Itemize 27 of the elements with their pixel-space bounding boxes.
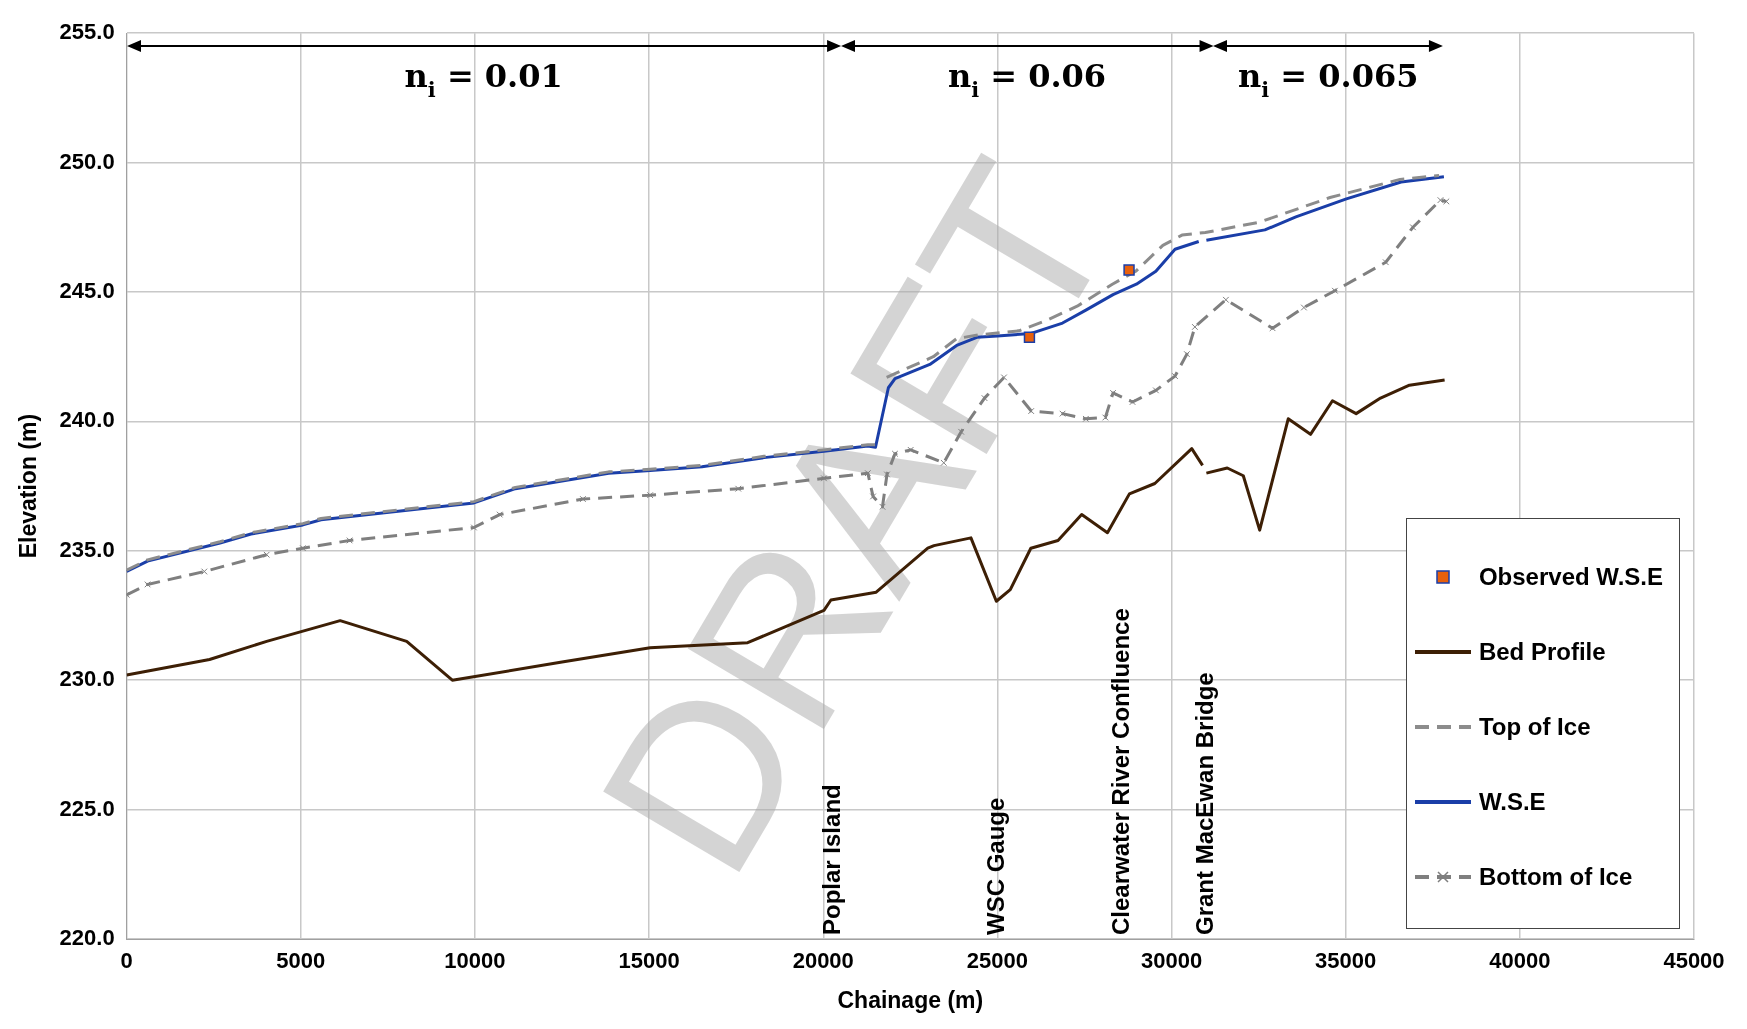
legend-label: Top of Ice (1478, 712, 1591, 741)
x-tick-label: 35000 (1315, 948, 1377, 974)
x-tick-label: 45000 (1663, 948, 1725, 974)
annotation: Grant MacEwan Bridge (1191, 672, 1219, 935)
legend-label: Bottom of Ice (1478, 862, 1633, 891)
x-tick-label: 10000 (444, 948, 506, 974)
y-tick-label: 235.0 (59, 536, 115, 562)
legend-label: Bed Profile (1478, 637, 1606, 666)
legend-label: Observed W.S.E (1478, 562, 1663, 591)
x-axis-title: Chainage (m) (837, 986, 984, 1013)
y-tick-label: 220.0 (59, 925, 115, 951)
y-tick-label: 245.0 (59, 278, 115, 304)
y-tick-label: 250.0 (59, 148, 115, 174)
y-tick-label: 230.0 (59, 666, 115, 692)
y-tick-label: 255.0 (59, 19, 115, 45)
y-tick-label: 225.0 (59, 795, 115, 821)
y-tick-label: 240.0 (59, 407, 115, 433)
x-tick-label: 25000 (966, 948, 1028, 974)
x-tick-label: 15000 (618, 948, 680, 974)
x-tick-label: 30000 (1140, 948, 1203, 974)
y-axis-title: Elevation (m) (15, 413, 42, 559)
x-tick-label: 20000 (792, 948, 854, 974)
x-tick-label: 0 (120, 948, 133, 974)
legend-label: W.S.E (1478, 787, 1546, 816)
x-tick-label: 40000 (1489, 948, 1551, 974)
x-tick-label: 5000 (276, 948, 326, 974)
annotation: Clearwater River Confluence (1107, 608, 1135, 935)
